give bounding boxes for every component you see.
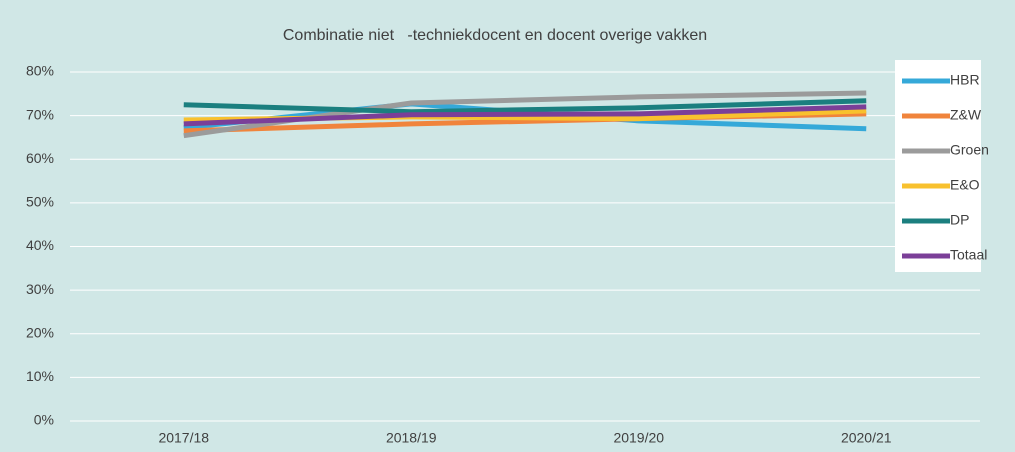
y-tick-label: 50%: [26, 194, 54, 210]
legend-label: E&O: [950, 177, 980, 193]
y-tick-label: 40%: [26, 237, 54, 253]
series-line: [183, 98, 867, 115]
x-tick-label: 2019/20: [613, 430, 664, 446]
y-tick-label: 60%: [26, 150, 54, 166]
y-tick-label: 70%: [26, 106, 54, 122]
series-line: [183, 104, 867, 127]
legend-label: DP: [950, 212, 969, 228]
legend-box: [895, 60, 981, 272]
legend-label: Groen: [950, 142, 989, 158]
x-tick-label: 2020/21: [841, 430, 892, 446]
legend-label: HBR: [950, 72, 980, 88]
y-tick-label: 20%: [26, 324, 54, 340]
x-tick-label: 2017/18: [158, 430, 209, 446]
y-tick-label: 80%: [26, 63, 54, 79]
y-tick-label: 30%: [26, 281, 54, 297]
chart-title: Combinatie niet -techniekdocent en docen…: [283, 27, 707, 44]
y-tick-label: 10%: [26, 368, 54, 384]
legend-label: Totaal: [950, 247, 987, 263]
x-tick-label: 2018/19: [386, 430, 437, 446]
y-tick-label: 0%: [34, 412, 54, 428]
legend-label: Z&W: [950, 107, 982, 123]
